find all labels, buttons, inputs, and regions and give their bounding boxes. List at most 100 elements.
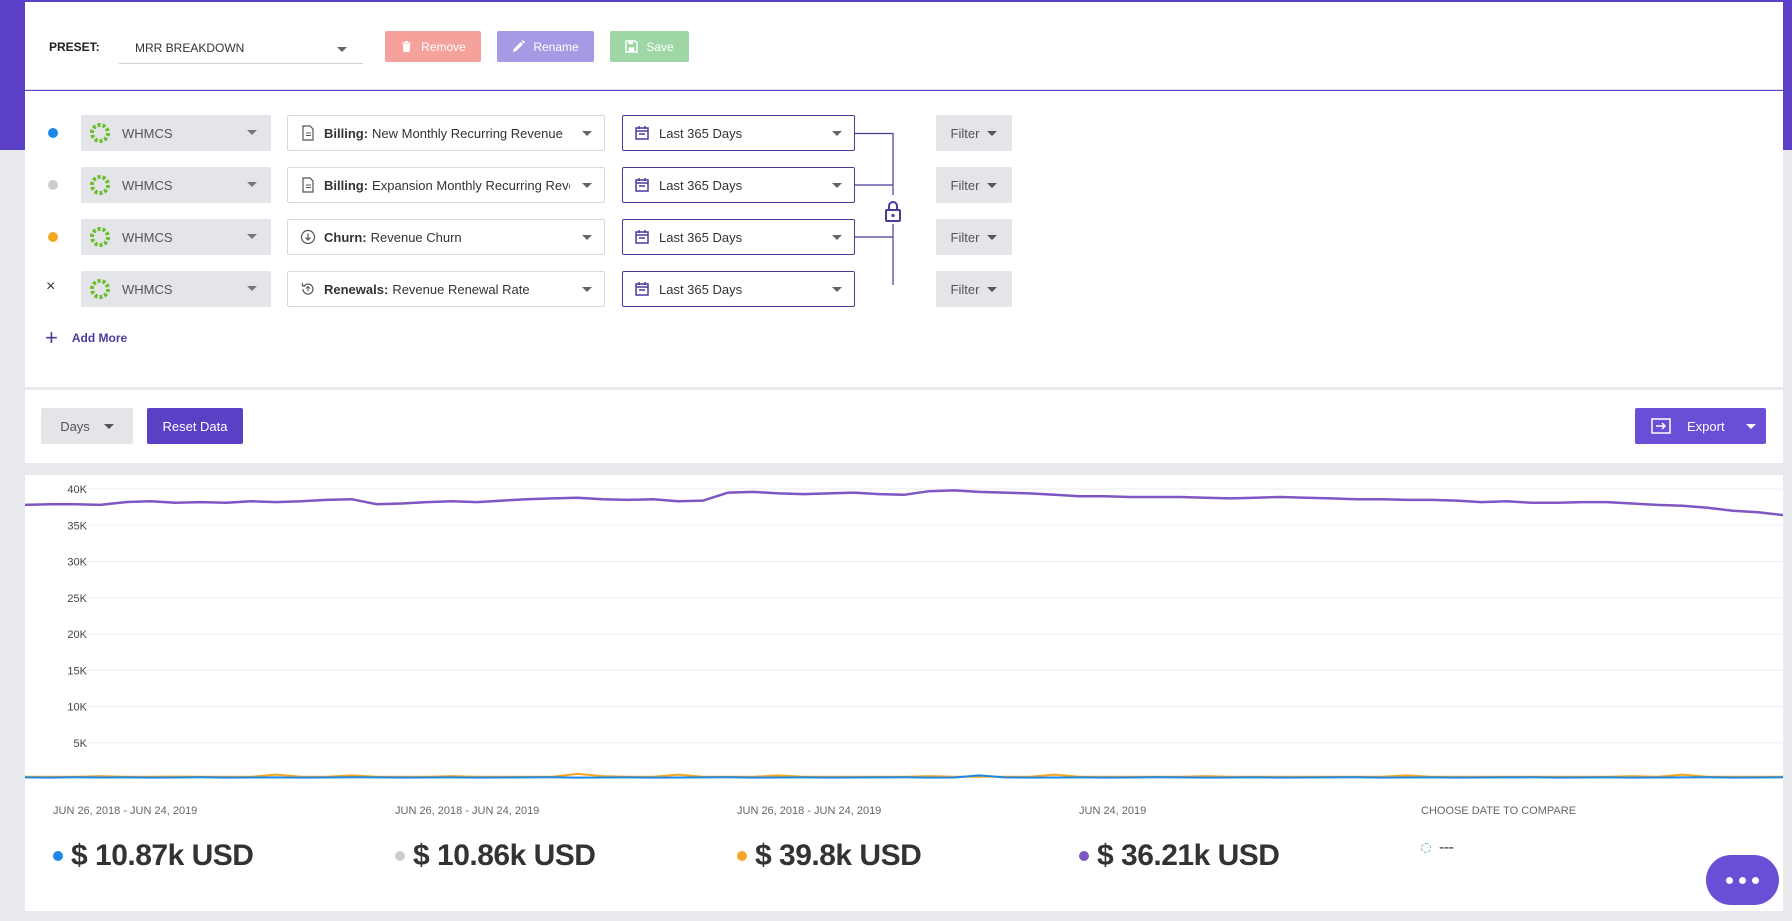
filter-button[interactable]: Filter bbox=[936, 167, 1012, 203]
remove-row-icon[interactable]: × bbox=[46, 278, 56, 295]
compare-circle-icon bbox=[1421, 843, 1431, 853]
chevron-down-icon bbox=[582, 131, 592, 136]
source-select[interactable]: WHMCS bbox=[81, 115, 271, 151]
chart-panel: 5K 10K 15K 20K 25K 30K 35K 40K JUN 26, 2018 - J… bbox=[25, 475, 1783, 911]
summary-value: --- bbox=[1439, 839, 1454, 856]
date-range-select[interactable]: Last 365 Days bbox=[622, 271, 855, 307]
add-more-button[interactable]: + Add More bbox=[45, 325, 127, 350]
rename-button-label: Rename bbox=[533, 39, 579, 54]
y-tick-label: 35K bbox=[67, 520, 87, 532]
summary-value: $ 10.86k USD bbox=[413, 839, 596, 872]
chevron-down-icon bbox=[832, 183, 842, 188]
summary-value: $ 10.87k USD bbox=[71, 839, 254, 872]
whmcs-logo-icon bbox=[90, 227, 110, 247]
chevron-down-icon bbox=[987, 130, 998, 136]
date-range-select[interactable]: Last 365 Days bbox=[622, 167, 855, 203]
metric-select[interactable]: Billing: New Monthly Recurring Revenue bbox=[287, 115, 605, 151]
series-color-dot bbox=[737, 851, 747, 861]
metric-row: WHMCS Billing: Expansion Monthly Recurri… bbox=[25, 167, 1025, 203]
y-tick-label: 20K bbox=[67, 629, 87, 641]
date-range-select[interactable]: Last 365 Days bbox=[622, 219, 855, 255]
summary-range: JUN 26, 2018 - JUN 24, 2019 bbox=[53, 805, 198, 817]
metric-row: × WHMCS Renewals: Revenue Renewal Rate L… bbox=[25, 271, 1025, 307]
chevron-down-icon bbox=[103, 423, 114, 429]
remove-button-label: Remove bbox=[421, 39, 466, 54]
summary-card: JUN 26, 2018 - JUN 24, 2019 $ 10.86k USD bbox=[395, 805, 596, 873]
metric-select[interactable]: Billing: Expansion Monthly Recurring Rev… bbox=[287, 167, 605, 203]
rename-button[interactable]: Rename bbox=[497, 31, 594, 62]
calendar-icon bbox=[635, 230, 649, 244]
date-range-select[interactable]: Last 365 Days bbox=[622, 115, 855, 151]
date-range-label: Last 365 Days bbox=[659, 281, 743, 297]
source-label: WHMCS bbox=[122, 125, 173, 141]
metric-row: WHMCS Billing: New Monthly Recurring Rev… bbox=[25, 115, 1025, 151]
whmcs-logo-icon bbox=[90, 279, 110, 299]
series-line-0 bbox=[25, 489, 1783, 517]
metric-row: WHMCS Churn: Revenue Churn Last 365 Days… bbox=[25, 219, 1025, 255]
save-button[interactable]: Save bbox=[610, 31, 689, 62]
metric-select[interactable]: Churn: Revenue Churn bbox=[287, 219, 605, 255]
y-tick-label: 25K bbox=[67, 593, 87, 605]
summary-card: JUN 26, 2018 - JUN 24, 2019 $ 39.8k USD bbox=[737, 805, 922, 873]
line-chart: 5K 10K 15K 20K 25K 30K 35K 40K bbox=[25, 484, 1783, 779]
filter-label: Filter bbox=[950, 177, 980, 193]
source-select[interactable]: WHMCS bbox=[81, 219, 271, 255]
summary-range: JUN 26, 2018 - JUN 24, 2019 bbox=[395, 805, 540, 817]
metric-name: New Monthly Recurring Revenue bbox=[372, 125, 563, 141]
calendar-icon bbox=[635, 178, 649, 192]
date-range-label: Last 365 Days bbox=[659, 177, 743, 193]
chevron-down-icon bbox=[987, 182, 998, 188]
chevron-down-icon bbox=[582, 183, 592, 188]
filter-label: Filter bbox=[950, 281, 980, 297]
summary-value: $ 36.21k USD bbox=[1097, 839, 1280, 872]
source-label: WHMCS bbox=[122, 281, 173, 297]
series-color-dot bbox=[395, 851, 405, 861]
chevron-down-icon bbox=[987, 286, 998, 292]
chevron-down-icon bbox=[832, 131, 842, 136]
more-options-button[interactable] bbox=[1706, 855, 1779, 905]
summary-range: JUN 24, 2019 bbox=[1079, 805, 1147, 817]
chevron-down-icon bbox=[247, 130, 257, 135]
preset-bar: PRESET: MRR BREAKDOWN Remove Rename Save bbox=[25, 2, 1783, 90]
chart-toolbar: Days Reset Data Export bbox=[25, 389, 1783, 463]
preset-select[interactable]: MRR BREAKDOWN bbox=[119, 32, 363, 64]
source-select[interactable]: WHMCS bbox=[81, 271, 271, 307]
reset-data-button[interactable]: Reset Data bbox=[147, 408, 243, 444]
compare-date-card[interactable]: CHOOSE DATE TO COMPARE --- bbox=[1421, 805, 1576, 857]
metric-select[interactable]: Renewals: Revenue Renewal Rate bbox=[287, 271, 605, 307]
export-button[interactable]: Export bbox=[1635, 408, 1766, 444]
series-color-dot bbox=[48, 180, 58, 190]
remove-button[interactable]: Remove bbox=[385, 31, 481, 62]
date-range-label: Last 365 Days bbox=[659, 125, 743, 141]
summary-range: JUN 26, 2018 - JUN 24, 2019 bbox=[737, 805, 882, 817]
filter-button[interactable]: Filter bbox=[936, 271, 1012, 307]
interval-select[interactable]: Days bbox=[41, 408, 133, 444]
dot-icon bbox=[1726, 876, 1733, 884]
date-lock-connector bbox=[855, 132, 894, 285]
metric-rows-panel: WHMCS Billing: New Monthly Recurring Rev… bbox=[25, 91, 1783, 387]
series-line-2 bbox=[25, 774, 1783, 779]
source-label: WHMCS bbox=[122, 229, 173, 245]
y-tick-label: 40K bbox=[67, 484, 87, 496]
series-color-dot bbox=[48, 128, 58, 138]
series-color-dot bbox=[48, 232, 58, 242]
metric-name: Expansion Monthly Recurring Revenue bbox=[372, 177, 570, 193]
chevron-down-icon bbox=[337, 47, 347, 52]
plus-icon: + bbox=[45, 325, 58, 350]
document-icon bbox=[302, 125, 314, 141]
filter-button[interactable]: Filter bbox=[936, 219, 1012, 255]
source-select[interactable]: WHMCS bbox=[81, 167, 271, 203]
summary-value: $ 39.8k USD bbox=[755, 839, 922, 872]
chevron-down-icon bbox=[247, 234, 257, 239]
floppy-disk-icon bbox=[625, 40, 639, 53]
y-tick-label: 30K bbox=[67, 557, 87, 569]
dot-icon bbox=[1752, 876, 1759, 884]
lock-icon[interactable] bbox=[883, 200, 903, 224]
chevron-down-icon bbox=[582, 235, 592, 240]
y-tick-label: 5K bbox=[74, 738, 88, 750]
filter-button[interactable]: Filter bbox=[936, 115, 1012, 151]
metric-category: Billing: bbox=[324, 177, 369, 193]
y-tick-label: 10K bbox=[67, 702, 87, 714]
chevron-down-icon bbox=[247, 182, 257, 187]
metric-category: Billing: bbox=[324, 125, 369, 141]
